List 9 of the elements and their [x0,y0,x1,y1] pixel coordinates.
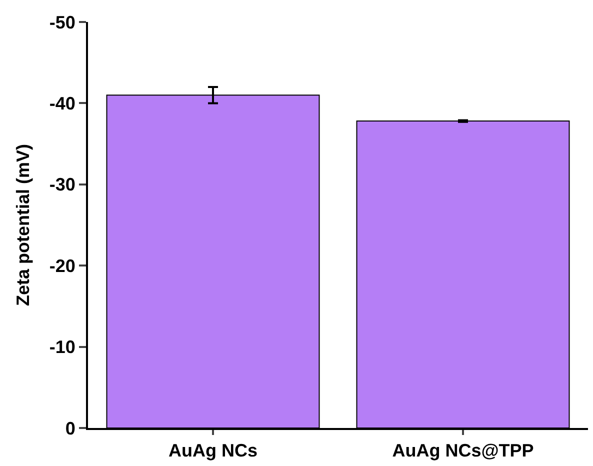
y-tick-label: -30 [49,174,76,195]
y-axis-title: Zeta potential (mV) [13,144,34,306]
y-tick-label: -10 [49,337,76,358]
x-tick-label: AuAg NCs [168,440,258,461]
y-tick-label: -20 [49,256,76,276]
x-tick-label: AuAg NCs@TPP [392,440,534,461]
y-tick-label: -40 [49,94,76,114]
y-tick-label: -50 [49,12,76,32]
y-tick-label: 0 [65,418,76,438]
